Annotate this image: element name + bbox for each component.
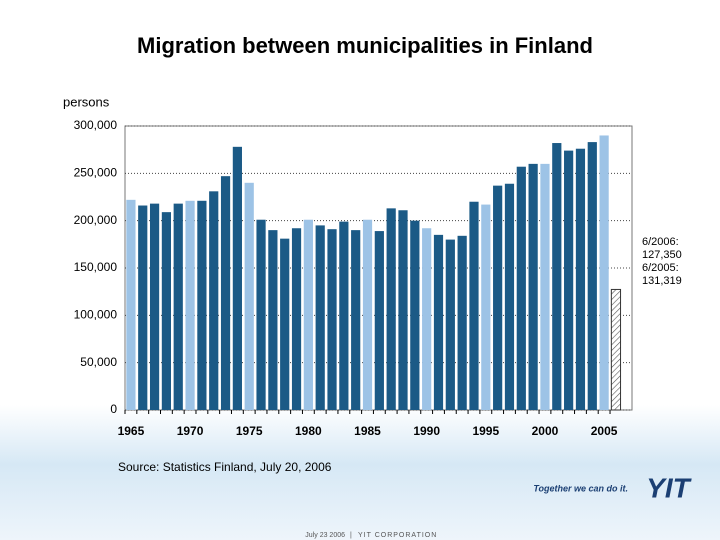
bar [232, 146, 242, 410]
y-tick-label: 50,000 [80, 355, 117, 369]
slogan: Together we can do it. [533, 483, 628, 493]
bar [469, 201, 479, 410]
bar [315, 225, 325, 410]
bar [280, 238, 290, 410]
bar [244, 182, 254, 410]
bar [445, 239, 455, 410]
bar [422, 228, 432, 410]
plot: 0 50,000 100,000 150,000 200,000 250,000 300,0… [74, 118, 682, 438]
bar [481, 204, 491, 410]
footer-date: July 23 2006 [305, 532, 345, 539]
y-tick-label: 100,000 [74, 308, 118, 322]
bar [220, 176, 231, 410]
annotation: 6/2006: [642, 236, 679, 248]
bar [599, 135, 609, 410]
y-tick-label: 250,000 [74, 166, 118, 180]
y-tick-label: 200,000 [74, 213, 118, 227]
bar [126, 199, 136, 410]
x-tick-label: 1985 [354, 424, 381, 438]
bar [516, 166, 526, 410]
x-tick-label: 1980 [295, 424, 322, 438]
bar [493, 185, 503, 410]
annotation: 131,319 [642, 275, 682, 287]
bar [386, 208, 396, 410]
bar [339, 221, 349, 410]
bar [564, 150, 574, 410]
bar [398, 210, 408, 410]
bar [504, 183, 515, 410]
bar [327, 229, 337, 410]
bar [268, 230, 278, 410]
bar [457, 235, 467, 410]
annotation: 6/2005: [642, 262, 679, 274]
x-tick-label: 2000 [532, 424, 559, 438]
bar [303, 219, 313, 410]
bar [185, 200, 195, 410]
bar [575, 148, 586, 410]
x-tick-label: 2005 [591, 424, 618, 438]
bar [291, 228, 302, 410]
x-tick-label: 1975 [236, 424, 263, 438]
chart-title: Migration between municipalities in Finl… [137, 33, 593, 58]
bar [374, 231, 384, 410]
source: Source: Statistics Finland, July 20, 200… [118, 460, 332, 474]
bar [362, 219, 373, 410]
bar [173, 203, 183, 410]
bar [197, 200, 207, 410]
bar [433, 234, 444, 410]
x-tick-label: 1970 [177, 424, 204, 438]
bar [410, 220, 420, 410]
bar [138, 205, 148, 410]
bar [587, 142, 597, 411]
annotation: 127,350 [642, 249, 682, 261]
x-tick-label: 1995 [472, 424, 499, 438]
x-tick-label: 1965 [118, 424, 145, 438]
bar [161, 212, 172, 410]
logo: YIT [646, 472, 692, 503]
footer-company: YIT CORPORATION [358, 532, 437, 539]
x-tick-label: 1990 [413, 424, 440, 438]
y-tick-label: 150,000 [74, 260, 118, 274]
bar [209, 191, 219, 410]
bar [540, 163, 550, 410]
bar [149, 203, 160, 410]
bar [610, 288, 622, 411]
y-tick-label: 0 [110, 402, 117, 416]
footer-separator: | [350, 532, 352, 539]
bar [351, 230, 361, 410]
bar [528, 163, 538, 410]
bar [256, 219, 266, 410]
y-axis-label: persons [63, 94, 110, 109]
bar [552, 143, 562, 411]
y-tick-label: 300,000 [74, 118, 118, 132]
